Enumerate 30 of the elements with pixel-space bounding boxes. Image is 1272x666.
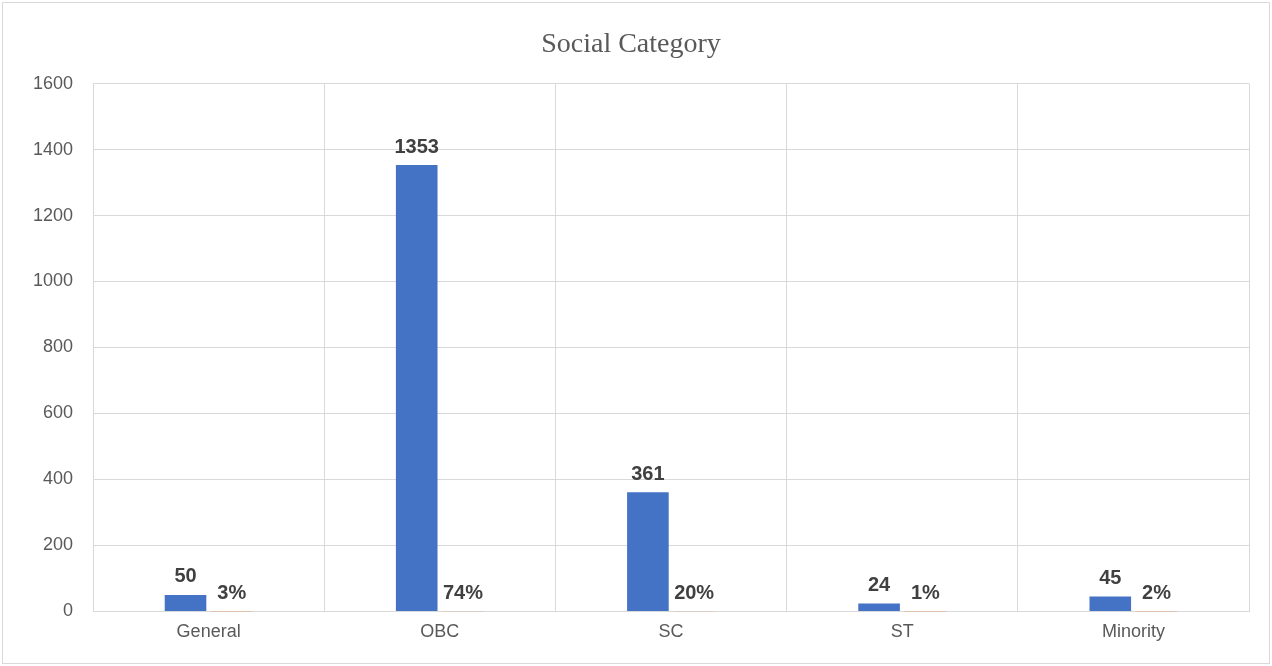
bar	[627, 492, 669, 611]
chart-title: Social Category	[541, 27, 721, 59]
x-tick-label: Minority	[1101, 621, 1165, 642]
data-label: 74%	[442, 580, 484, 603]
data-label: 2%	[1142, 580, 1172, 603]
bar	[1089, 596, 1132, 611]
data-label: 3%	[217, 580, 247, 603]
data-label: 45	[1099, 566, 1122, 589]
data-label: 50	[174, 564, 197, 587]
y-tick-label: 200	[43, 534, 74, 555]
y-tick-label: 0	[63, 600, 74, 621]
y-tick-label: 400	[43, 468, 74, 489]
y-tick-label: 1600	[33, 72, 74, 93]
x-tick-label: General	[176, 621, 241, 642]
data-label: 24	[867, 573, 892, 595]
y-tick-label: 800	[43, 336, 74, 357]
y-tick-label: 1200	[33, 204, 74, 225]
bar	[858, 603, 900, 611]
y-tick-label: 600	[43, 402, 74, 423]
bar	[164, 594, 207, 611]
data-label: 1353	[394, 134, 439, 157]
data-label: 1%	[910, 580, 940, 603]
x-tick-label: SC	[658, 621, 684, 642]
bar	[395, 165, 438, 611]
data-label: 20%	[674, 580, 715, 603]
y-tick-label: 1000	[33, 270, 74, 291]
y-tick-label: 1400	[33, 138, 74, 159]
x-tick-label: ST	[890, 621, 914, 642]
x-tick-label: OBC	[420, 621, 460, 642]
data-label: 361	[631, 461, 665, 484]
